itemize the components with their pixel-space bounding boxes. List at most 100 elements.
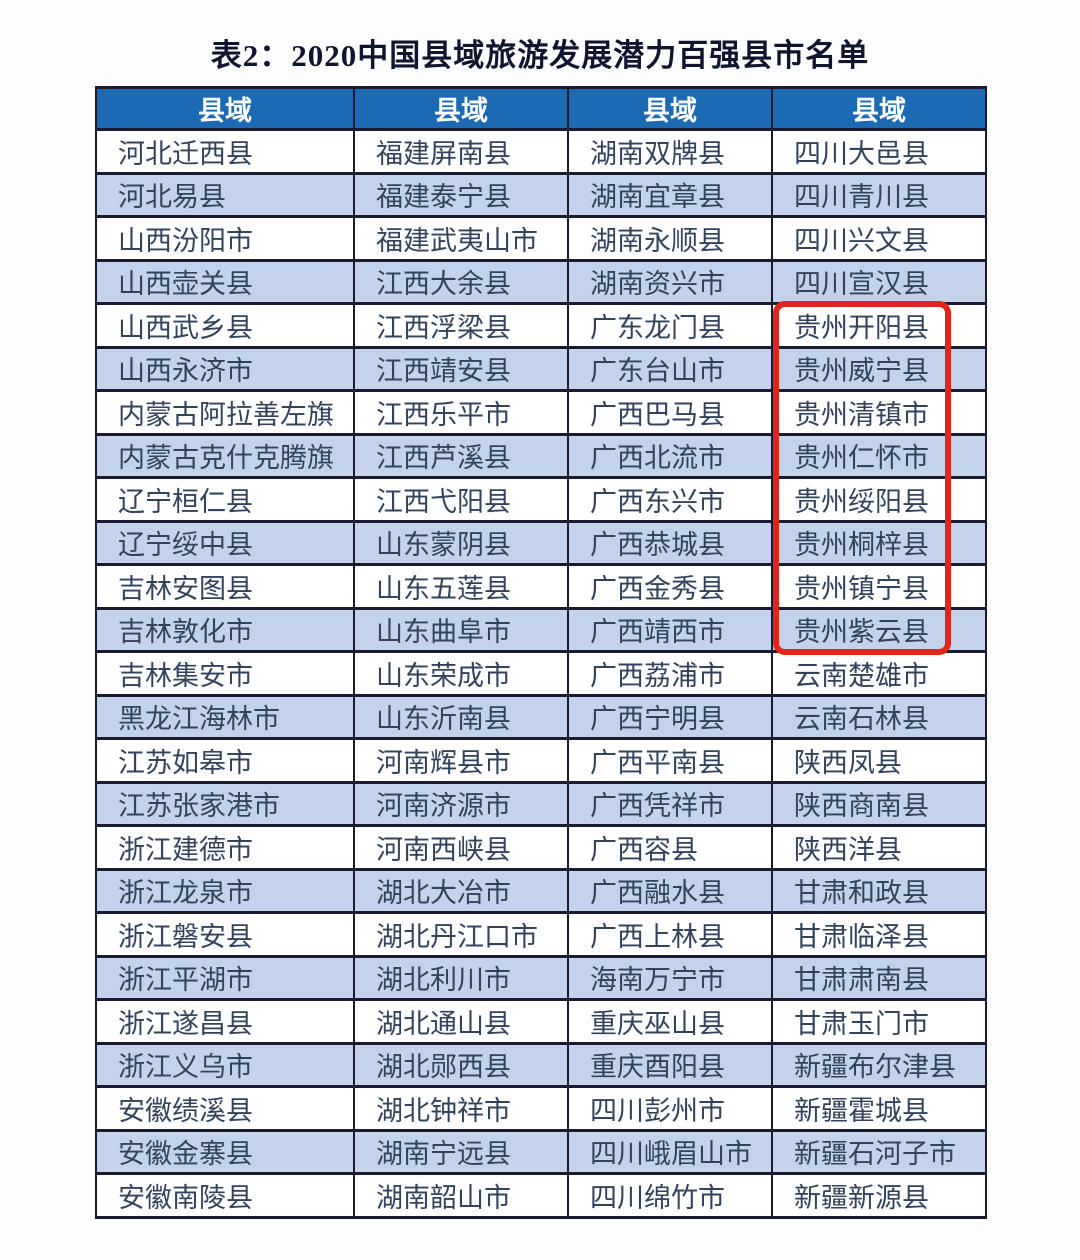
county-cell: 海南万宁市 xyxy=(567,954,773,1001)
county-cell: 山东五莲县 xyxy=(353,563,569,610)
table-row: 河北易县 福建泰宁县 湖南宜章县 四川青川县 xyxy=(95,171,987,218)
county-cell: 甘肃临泽县 xyxy=(771,911,987,958)
table-header-row: 县域 县域 县域 县域 xyxy=(95,86,987,131)
table-body: 河北迁西县 福建屏南县 湖南双牌县 四川大邑县 河北易县 福建泰宁县 湖南宜章县 四川青川县山… xyxy=(95,128,987,1219)
county-cell: 贵州威宁县 xyxy=(771,345,987,392)
county-cell: 河北易县 xyxy=(95,171,355,218)
county-cell: 江苏如皋市 xyxy=(95,737,355,784)
table-row: 浙江磐安县 湖北丹江口市 广西上林县 甘肃临泽县 xyxy=(95,911,987,958)
county-cell: 湖北大冶市 xyxy=(353,867,569,914)
table-row: 山西永济市 江西靖安县 广东台山市 贵州威宁县 xyxy=(95,345,987,392)
county-cell: 辽宁绥中县 xyxy=(95,519,355,566)
county-cell: 新疆新源县 xyxy=(771,1172,987,1219)
table-row: 内蒙古克什克腾旗 江西芦溪县 广西北流市 贵州仁怀市 xyxy=(95,432,987,479)
county-cell: 辽宁桓仁县 xyxy=(95,476,355,523)
county-cell: 甘肃肃南县 xyxy=(771,954,987,1001)
county-cell: 山西武乡县 xyxy=(95,302,355,349)
table-row: 安徽绩溪县 湖北钟祥市 四川彭州市 新疆霍城县 xyxy=(95,1085,987,1132)
county-cell: 吉林安图县 xyxy=(95,563,355,610)
county-cell: 四川峨眉山市 xyxy=(567,1128,773,1175)
county-cell: 广西靖西市 xyxy=(567,606,773,653)
table-row: 吉林敦化市 山东曲阜市 广西靖西市 贵州紫云县 xyxy=(95,606,987,653)
table-row: 河北迁西县 福建屏南县 湖南双牌县 四川大邑县 xyxy=(95,128,987,175)
county-cell: 内蒙古阿拉善左旗 xyxy=(95,389,355,436)
county-cell: 内蒙古克什克腾旗 xyxy=(95,432,355,479)
county-cell: 四川绵竹市 xyxy=(567,1172,773,1219)
county-cell: 广西凭祥市 xyxy=(567,780,773,827)
county-cell: 江西芦溪县 xyxy=(353,432,569,479)
table-row: 浙江义乌市 湖北郧西县 重庆酉阳县 新疆布尔津县 xyxy=(95,1041,987,1088)
county-cell: 湖北利川市 xyxy=(353,954,569,1001)
county-cell: 贵州开阳县 xyxy=(771,302,987,349)
county-cell: 湖南宜章县 xyxy=(567,171,773,218)
county-cell: 贵州桐梓县 xyxy=(771,519,987,566)
county-cell: 新疆布尔津县 xyxy=(771,1041,987,1088)
table-row: 浙江遂昌县 湖北通山县 重庆巫山县 甘肃玉门市 xyxy=(95,998,987,1045)
county-cell: 河北迁西县 xyxy=(95,128,355,175)
county-cell: 贵州绥阳县 xyxy=(771,476,987,523)
county-cell: 河南辉县市 xyxy=(353,737,569,784)
county-cell: 福建泰宁县 xyxy=(353,171,569,218)
county-cell: 山东荣成市 xyxy=(353,650,569,697)
county-cell: 吉林敦化市 xyxy=(95,606,355,653)
county-cell: 山东蒙阴县 xyxy=(353,519,569,566)
county-cell: 四川彭州市 xyxy=(567,1085,773,1132)
county-cell: 湖北钟祥市 xyxy=(353,1085,569,1132)
county-cell: 贵州紫云县 xyxy=(771,606,987,653)
table-row: 吉林集安市 山东荣成市 广西荔浦市 云南楚雄市 xyxy=(95,650,987,697)
county-cell: 湖南双牌县 xyxy=(567,128,773,175)
table-row: 山西汾阳市 福建武夷山市 湖南永顺县 四川兴文县 xyxy=(95,215,987,262)
county-cell: 四川宣汉县 xyxy=(771,258,987,305)
county-cell: 广西东兴市 xyxy=(567,476,773,523)
table-row: 浙江平湖市 湖北利川市 海南万宁市 甘肃肃南县 xyxy=(95,954,987,1001)
county-cell: 黑龙江海林市 xyxy=(95,693,355,740)
table-row: 山西壶关县 江西大余县 湖南资兴市 四川宣汉县 xyxy=(95,258,987,305)
county-cell: 云南楚雄市 xyxy=(771,650,987,697)
table-row: 内蒙古阿拉善左旗 江西乐平市 广西巴马县 贵州清镇市 xyxy=(95,389,987,436)
county-cell: 广西金秀县 xyxy=(567,563,773,610)
table-row: 江苏如皋市 河南辉县市 广西平南县 陕西凤县 xyxy=(95,737,987,784)
column-header: 县域 xyxy=(567,86,773,131)
county-cell: 浙江义乌市 xyxy=(95,1041,355,1088)
county-cell: 湖北郧西县 xyxy=(353,1041,569,1088)
county-cell: 四川大邑县 xyxy=(771,128,987,175)
county-cell: 湖南永顺县 xyxy=(567,215,773,262)
county-cell: 新疆霍城县 xyxy=(771,1085,987,1132)
table-row: 山西武乡县 江西浮梁县 广东龙门县 贵州开阳县 xyxy=(95,302,987,349)
county-cell: 安徽南陵县 xyxy=(95,1172,355,1219)
county-cell: 山东曲阜市 xyxy=(353,606,569,653)
county-cell: 湖北丹江口市 xyxy=(353,911,569,958)
county-cell: 安徽金寨县 xyxy=(95,1128,355,1175)
county-cell: 湖北通山县 xyxy=(353,998,569,1045)
county-cell: 甘肃和政县 xyxy=(771,867,987,914)
county-cell: 浙江建德市 xyxy=(95,824,355,871)
county-cell: 福建屏南县 xyxy=(353,128,569,175)
county-cell: 云南石林县 xyxy=(771,693,987,740)
county-cell: 陕西凤县 xyxy=(771,737,987,784)
county-cell: 重庆巫山县 xyxy=(567,998,773,1045)
table-row: 吉林安图县 山东五莲县 广西金秀县 贵州镇宁县 xyxy=(95,563,987,610)
column-header: 县域 xyxy=(353,86,569,131)
county-cell: 山西壶关县 xyxy=(95,258,355,305)
county-cell: 江西浮梁县 xyxy=(353,302,569,349)
county-cell: 江西大余县 xyxy=(353,258,569,305)
county-cell: 浙江龙泉市 xyxy=(95,867,355,914)
county-cell: 江西靖安县 xyxy=(353,345,569,392)
county-cell: 广西容县 xyxy=(567,824,773,871)
county-cell: 河南济源市 xyxy=(353,780,569,827)
table-row: 安徽南陵县 湖南韶山市 四川绵竹市 新疆新源县 xyxy=(95,1172,987,1219)
county-cell: 湖南宁远县 xyxy=(353,1128,569,1175)
county-cell: 浙江平湖市 xyxy=(95,954,355,1001)
table-row: 江苏张家港市 河南济源市 广西凭祥市 陕西商南县 xyxy=(95,780,987,827)
county-cell: 江苏张家港市 xyxy=(95,780,355,827)
county-cell: 湖南韶山市 xyxy=(353,1172,569,1219)
county-cell: 贵州清镇市 xyxy=(771,389,987,436)
county-cell: 江西弋阳县 xyxy=(353,476,569,523)
table-row: 浙江龙泉市 湖北大冶市 广西融水县 甘肃和政县 xyxy=(95,867,987,914)
county-cell: 江西乐平市 xyxy=(353,389,569,436)
county-cell: 陕西洋县 xyxy=(771,824,987,871)
county-cell: 贵州镇宁县 xyxy=(771,563,987,610)
county-cell: 广西北流市 xyxy=(567,432,773,479)
county-cell: 四川青川县 xyxy=(771,171,987,218)
